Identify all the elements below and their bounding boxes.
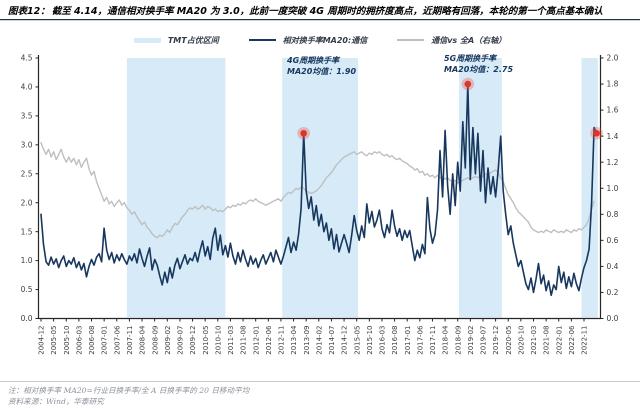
left-axis-tick-label: 2.0	[21, 198, 33, 207]
right-axis-tick-label: 2.0	[607, 54, 619, 63]
x-axis-tick-label: 2004-12	[38, 326, 46, 355]
legend-label: 相对换手率MA20:通信	[282, 35, 368, 45]
x-axis-tick-label: 2018-09	[454, 326, 462, 355]
x-axis-tick-label: 2013-04	[290, 325, 298, 355]
x-axis-tick-label: 2012-06	[265, 325, 273, 355]
x-axis-tick-label: 2013-09	[303, 326, 311, 355]
x-axis-tick-label: 2011-08	[240, 326, 248, 355]
x-axis-tick-label: 2020-10	[517, 326, 525, 355]
x-axis-tick-label: 2009-07	[177, 326, 185, 355]
left-axis-tick-label: 4.0	[21, 83, 33, 92]
legend-item-tmt-band: TMT占优区间	[133, 35, 219, 46]
plot-area: 0.0 0.5 1.0 1.5 2.0 2.5 3.0 3.5 4.0 4.5 0.0 0.2 0.4 0…	[0, 50, 640, 380]
left-axis-tick-label: 1.0	[21, 256, 33, 265]
x-axis-tick-label: 2017-11	[429, 326, 437, 355]
left-axis-tick-label: 3.0	[21, 140, 33, 149]
left-axis-tick-label: 4.5	[21, 54, 33, 63]
footnote: 注：相对换手率 MA20=行业日换手率/全 A 日换手率的 20 日移动平均	[8, 386, 250, 395]
title-text: 截至 4.14，通信相对换手率 MA20 为 3.0，此前一度突破 4G 周期时…	[51, 6, 603, 17]
x-axis-tick-label: 2016-08	[391, 326, 399, 355]
right-axis-tick-label: 0.6	[607, 236, 619, 245]
left-axis-tick-label: 0.0	[21, 314, 33, 323]
x-axis-tick-label: 2010-10	[214, 326, 222, 355]
x-axis-tick-label: 2010-05	[202, 326, 210, 355]
peak-marker	[593, 129, 600, 137]
right-axis-tick-label: 1.4	[607, 132, 619, 141]
title-underline	[0, 19, 640, 21]
x-axis-tick-label: 2011-03	[227, 326, 235, 355]
x-axis-tick-label: 2015-10	[366, 326, 374, 355]
right-axis-tick-label: 0.4	[607, 262, 619, 271]
gray-line-swatch	[397, 39, 425, 41]
right-axis-tick-label: 1.0	[607, 184, 619, 193]
navy-line-swatch	[248, 38, 276, 42]
right-axis-tick-label: 0.2	[607, 288, 619, 297]
legend-label: TMT占优区间	[167, 35, 219, 45]
x-axis-tick-label: 2021-03	[530, 326, 538, 355]
x-axis-tick-label: 2014-07	[328, 326, 336, 355]
right-axis-tick-label: 1.2	[607, 158, 619, 167]
tmt-band	[126, 58, 226, 318]
x-axis-tick-label: 2008-04	[139, 325, 147, 355]
x-axis-tick-label: 2006-08	[88, 326, 96, 355]
left-axis-tick-label: 3.5	[21, 111, 33, 120]
x-axis-tick-label: 2018-04	[442, 325, 450, 355]
x-axis-tick-label: 2012-11	[278, 326, 286, 355]
x-axis-tick-label: 2014-02	[315, 326, 323, 355]
band-swatch	[133, 37, 161, 43]
annotation-4g: 4G周期换手率 MA20均值：1.90	[287, 56, 357, 76]
x-axis-tick-label: 2005-05	[50, 326, 58, 355]
x-axis-tick-label: 2009-02	[164, 326, 172, 355]
x-axis-tick-label: 2016-03	[379, 326, 387, 355]
x-axis-tick-label: 2022-01	[555, 326, 563, 355]
x-axis-tick-label: 2022-11	[581, 326, 589, 355]
x-axis-tick-label: 2009-12	[189, 326, 197, 355]
x-axis-tick-label: 2015-05	[353, 326, 361, 355]
x-axis-tick-label: 2019-02	[467, 326, 475, 355]
legend: TMT占优区间 相对换手率MA20:通信 通信vs 全A（右轴）	[0, 32, 640, 48]
left-axis-tick-label: 1.5	[21, 227, 33, 236]
legend-item-turnover-line: 相对换手率MA20:通信	[248, 35, 368, 46]
x-axis-tick-label: 2007-01	[101, 326, 109, 355]
right-axis-tick-label: 0.8	[607, 210, 619, 219]
peak-marker	[300, 129, 307, 137]
x-axis-tick-label: 2014-12	[341, 326, 349, 355]
x-axis-tick-label: 2019-12	[492, 326, 500, 355]
x-axis-tick-label: 2007-11	[126, 326, 134, 355]
x-axis-tick-label: 2007-06	[113, 325, 121, 355]
x-axis-tick-label: 2005-10	[63, 326, 71, 355]
left-axis-tick-label: 2.5	[21, 169, 33, 178]
x-axis-tick-label: 2006-03	[75, 326, 83, 355]
figure-label: 图表12：	[8, 6, 50, 17]
left-axis-tick-label: 0.5	[21, 285, 33, 294]
data-source: 资料来源：Wind，华泰研究	[8, 397, 104, 406]
peak-marker	[464, 80, 472, 88]
right-axis-tick-label: 0.0	[607, 314, 619, 323]
footer-divider	[0, 381, 640, 382]
x-axis-tick-label: 2012-01	[252, 326, 260, 355]
x-axis-tick-label: 2019-07	[480, 326, 488, 355]
annotation-5g: 5G周期换手率 MA20均值：2.75	[444, 54, 514, 74]
right-axis-tick-label: 1.6	[607, 106, 619, 115]
legend-label: 通信vs 全A（右轴）	[431, 35, 507, 45]
x-axis-tick-label: 2017-06	[416, 325, 424, 355]
tmt-band	[581, 58, 598, 318]
series-turnover-ma20	[40, 83, 598, 297]
x-axis-tick-label: 2020-05	[505, 325, 513, 354]
x-axis-tick-label: 2022-06	[568, 325, 576, 355]
x-axis-tick-label: 2021-08	[543, 326, 551, 355]
chart-canvas: 0.0 0.5 1.0 1.5 2.0 2.5 3.0 3.5 4.0 4.5 0.0 0.2 0.4 0…	[21, 54, 619, 355]
legend-item-relative-price-line: 通信vs 全A（右轴）	[397, 35, 506, 46]
x-axis-tick-label: 2008-09	[151, 326, 159, 355]
right-axis-tick-label: 1.8	[607, 80, 619, 89]
chart-title: 图表12： 截至 4.14，通信相对换手率 MA20 为 3.0，此前一度突破 4…	[8, 3, 632, 17]
x-axis-tick-label: 2017-01	[404, 326, 412, 355]
